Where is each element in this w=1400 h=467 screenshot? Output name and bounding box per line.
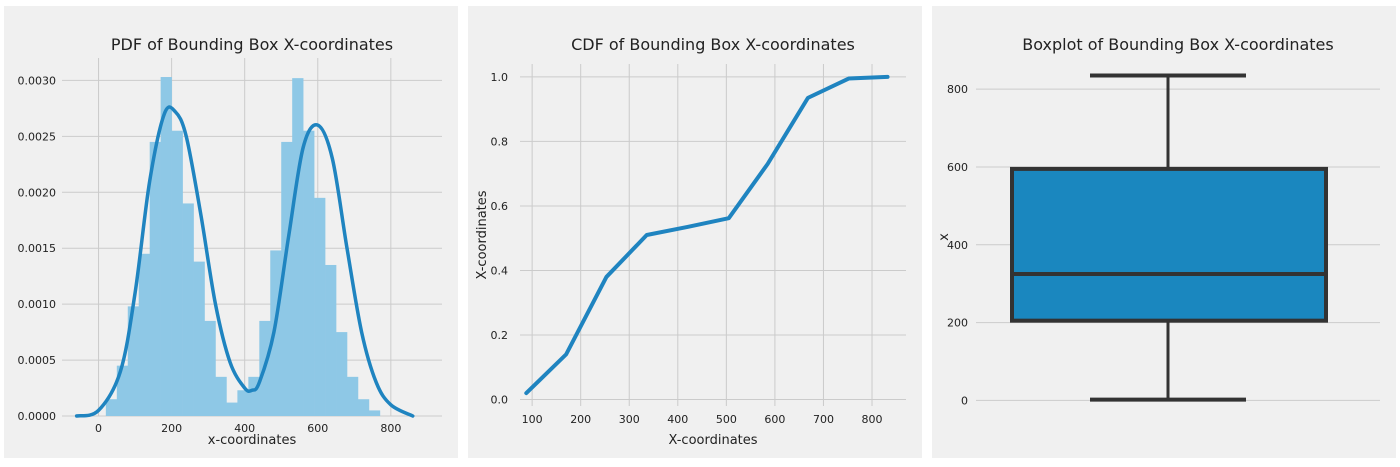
histogram-bar — [226, 402, 238, 416]
x-tick-label: 800 — [380, 422, 401, 435]
histogram-bar — [303, 130, 315, 416]
y-tick-label: 0.0015 — [18, 242, 57, 255]
x-tick-label: 400 — [234, 422, 255, 435]
x-tick-label: 200 — [161, 422, 182, 435]
histogram-bar — [149, 141, 161, 416]
y-axis-label: X-coordinates — [475, 190, 490, 279]
histogram-bar — [347, 376, 359, 416]
histogram-bar — [204, 320, 216, 416]
histogram-bar — [357, 399, 370, 416]
histogram-bar — [314, 197, 326, 416]
x-tick-label: 600 — [764, 413, 785, 426]
histogram-bar — [248, 376, 260, 416]
x-tick-label: 0 — [95, 422, 102, 435]
pdf-chart-panel: PDF of Bounding Box X-coordinates 0.0000 0… — [4, 6, 458, 458]
histogram-bar — [325, 264, 337, 416]
histogram-bar — [281, 141, 293, 416]
y-tick-label: 0.2 — [491, 329, 509, 342]
cdf-chart-panel: CDF of Bounding Box X-coordinates 0.0 0.2 0… — [468, 6, 922, 458]
chart-title: Boxplot of Bounding Box X-coordinates — [1022, 35, 1333, 54]
histogram-bar — [368, 410, 381, 416]
x-tick-label: 100 — [522, 413, 543, 426]
histogram-bar — [193, 261, 205, 416]
y-tick-label: 400 — [947, 239, 968, 252]
y-tick-label: 600 — [947, 161, 968, 174]
x-tick-label: 300 — [619, 413, 640, 426]
x-tick-label: 700 — [813, 413, 834, 426]
y-tick-label: 0 — [961, 394, 968, 407]
y-tick-label: 0.0020 — [18, 186, 57, 199]
box-iqr — [1010, 166, 1328, 323]
chart-title: PDF of Bounding Box X-coordinates — [111, 35, 393, 54]
y-tick-label: 0.0025 — [18, 130, 57, 143]
histogram-bar — [105, 399, 118, 416]
x-axis-label: x-coordinates — [208, 433, 297, 448]
boxplot-chart: Boxplot of Bounding Box X-coordinates 0 20… — [937, 35, 1380, 407]
y-tick-label: 1.0 — [491, 71, 509, 84]
y-axis-label: x — [937, 233, 952, 241]
pdf-chart: PDF of Bounding Box X-coordinates 0.0000 0… — [18, 35, 442, 448]
y-tick-label: 200 — [947, 317, 968, 330]
y-tick-label: 0.0030 — [18, 74, 57, 87]
y-tick-label: 800 — [947, 83, 968, 96]
histogram-bar — [160, 77, 172, 417]
kde-line — [74, 105, 415, 418]
histogram-bar — [215, 376, 227, 416]
histogram-bar — [116, 365, 129, 416]
histogram-bar — [237, 390, 249, 416]
x-axis-label: X-coordinates — [668, 433, 757, 448]
x-tick-label: 800 — [862, 413, 883, 426]
x-tick-label: 600 — [307, 422, 328, 435]
y-tick-label: 0.0000 — [18, 410, 57, 423]
boxplot-chart-panel: Boxplot of Bounding Box X-coordinates 0 20… — [932, 6, 1396, 458]
x-tick-label: 500 — [716, 413, 737, 426]
cdf-chart: CDF of Bounding Box X-coordinates 0.0 0.2 0… — [475, 35, 906, 448]
histogram-bar — [127, 306, 140, 416]
y-tick-label: 0.0010 — [18, 298, 57, 311]
y-tick-label: 0.4 — [491, 264, 509, 277]
y-tick-label: 0.6 — [491, 200, 509, 213]
x-tick-label: 400 — [667, 413, 688, 426]
histogram-bar — [292, 78, 304, 416]
y-tick-label: 0.8 — [491, 135, 509, 148]
chart-title: CDF of Bounding Box X-coordinates — [571, 35, 855, 54]
histogram-bar — [182, 203, 194, 416]
y-tick-label: 0.0005 — [18, 354, 57, 367]
cdf-line — [524, 74, 890, 396]
histogram-bar — [336, 332, 348, 416]
histogram-bar — [171, 130, 183, 416]
histogram-bar — [138, 253, 150, 416]
histogram-bar — [270, 250, 282, 416]
x-tick-label: 200 — [570, 413, 591, 426]
y-tick-label: 0.0 — [491, 394, 509, 407]
